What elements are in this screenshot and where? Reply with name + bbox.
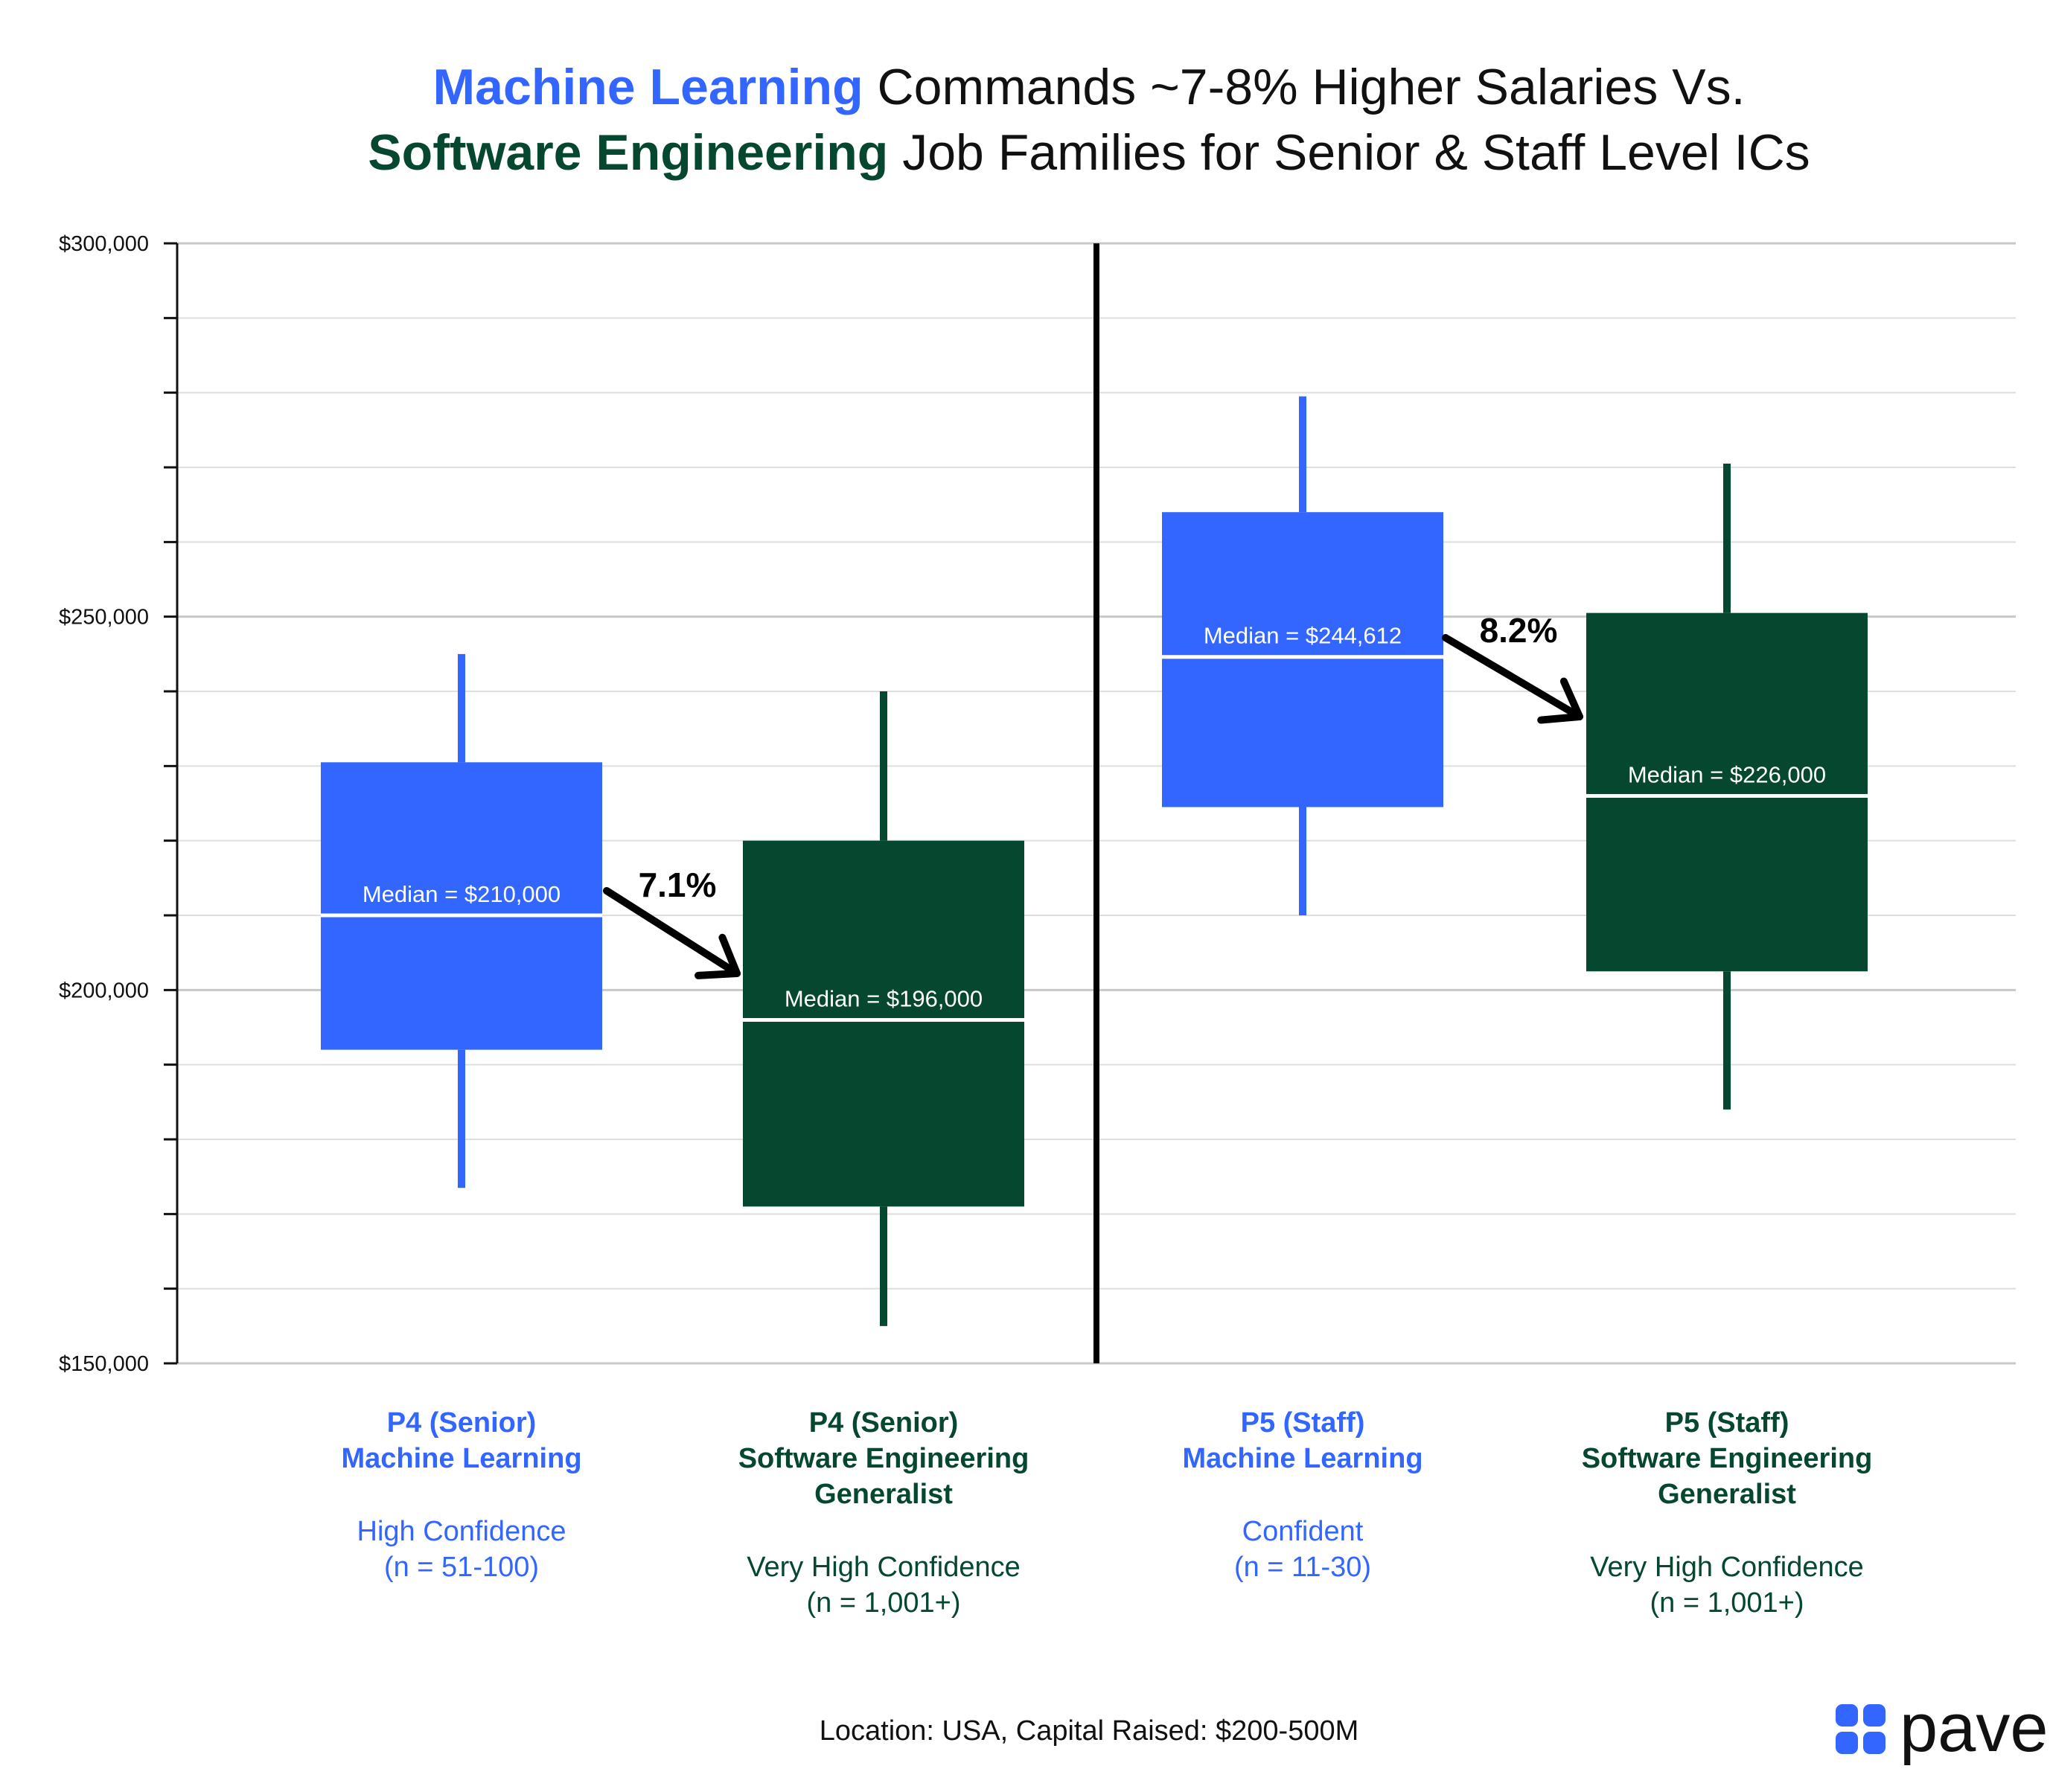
title-line1-rest: Commands ~7-8% Higher Salaries Vs.	[863, 59, 1746, 115]
box-2: Median = $196,000	[743, 691, 1024, 1326]
footer-note: Location: USA, Capital Raised: $200-500M	[820, 1715, 1359, 1747]
category-name-line: P5 (Staff)	[1241, 1407, 1365, 1439]
category-name-line: Generalist	[1658, 1479, 1796, 1510]
sample-size-label: (n = 1,001+)	[1650, 1587, 1804, 1619]
title-line2-rest: Job Families for Senior & Staff Level IC…	[888, 124, 1810, 181]
arrow-head	[694, 933, 741, 979]
category-name-line: P4 (Senior)	[809, 1407, 959, 1439]
category-name-line: Generalist	[814, 1479, 953, 1510]
arrow-shaft	[1442, 634, 1583, 720]
title-highlight-swe: Software Engineering	[368, 124, 888, 181]
confidence-label: High Confidence	[357, 1516, 566, 1547]
comparison-arrow-2: 8.2%	[1442, 611, 1583, 724]
chart-title-line2: Software Engineering Job Families for Se…	[368, 124, 1810, 181]
confidence-label: Very High Confidence	[1590, 1552, 1864, 1583]
category-name-line: P5 (Staff)	[1665, 1407, 1789, 1439]
y-axis: $150,000 $200,000 $250,000 $300,000	[59, 232, 179, 1376]
category-label-2: P4 (Senior) Software Engineering Generalis…	[738, 1407, 1029, 1619]
comparison-arrows: 7.1% 8.2%	[603, 611, 1583, 979]
iqr-box	[321, 762, 602, 1050]
sample-size-label: (n = 51-100)	[384, 1552, 539, 1583]
four-rounded-squares-icon	[1836, 1704, 1885, 1754]
category-label-3: P5 (Staff) Machine Learning Confident (n = …	[1182, 1407, 1422, 1583]
iqr-box	[1162, 512, 1443, 807]
iqr-box	[743, 840, 1024, 1207]
category-name-line: P4 (Senior)	[387, 1407, 537, 1439]
category-name-line: Machine Learning	[1182, 1443, 1422, 1474]
box-4: Median = $226,000	[1586, 463, 1868, 1110]
percent-difference-label: 7.1%	[639, 865, 717, 904]
y-tick-label: $200,000	[59, 979, 149, 1002]
category-labels: P4 (Senior) Machine Learning High Confiden…	[341, 1407, 1872, 1619]
percent-difference-label: 8.2%	[1480, 611, 1558, 650]
sample-size-label: (n = 11-30)	[1234, 1552, 1371, 1583]
confidence-label: Confident	[1242, 1516, 1364, 1547]
y-tick-label: $300,000	[59, 232, 149, 256]
box-3: Median = $244,612	[1162, 396, 1443, 915]
category-name-line: Machine Learning	[341, 1443, 581, 1474]
category-label-1: P4 (Senior) Machine Learning High Confiden…	[341, 1407, 581, 1583]
chart-title-line1: Machine Learning Commands ~7-8% Higher S…	[433, 59, 1746, 115]
median-label: Median = $196,000	[785, 985, 983, 1011]
comparison-arrow-1: 7.1%	[603, 865, 741, 979]
category-label-4: P5 (Staff) Software Engineering Generalist…	[1582, 1407, 1873, 1619]
y-tick-label: $150,000	[59, 1352, 149, 1376]
y-tick-label: $250,000	[59, 606, 149, 630]
confidence-label: Very High Confidence	[747, 1552, 1021, 1583]
arrow-head	[1537, 677, 1583, 724]
category-name-line: Software Engineering	[1582, 1443, 1873, 1474]
median-label: Median = $226,000	[1628, 761, 1826, 787]
iqr-box	[1586, 612, 1868, 972]
box-1: Median = $210,000	[321, 653, 602, 1188]
boxes: Median = $210,000 Median = $196,000 Median…	[321, 396, 1868, 1326]
pave-logo: pave	[1836, 1690, 2049, 1766]
logo-wordmark: pave	[1900, 1690, 2049, 1766]
sample-size-label: (n = 1,001+)	[806, 1587, 960, 1619]
arrow-shaft	[603, 887, 741, 977]
median-label: Median = $244,612	[1204, 623, 1402, 649]
category-name-line: Software Engineering	[738, 1443, 1029, 1474]
title-highlight-ml: Machine Learning	[433, 59, 863, 115]
median-label: Median = $210,000	[363, 881, 561, 907]
